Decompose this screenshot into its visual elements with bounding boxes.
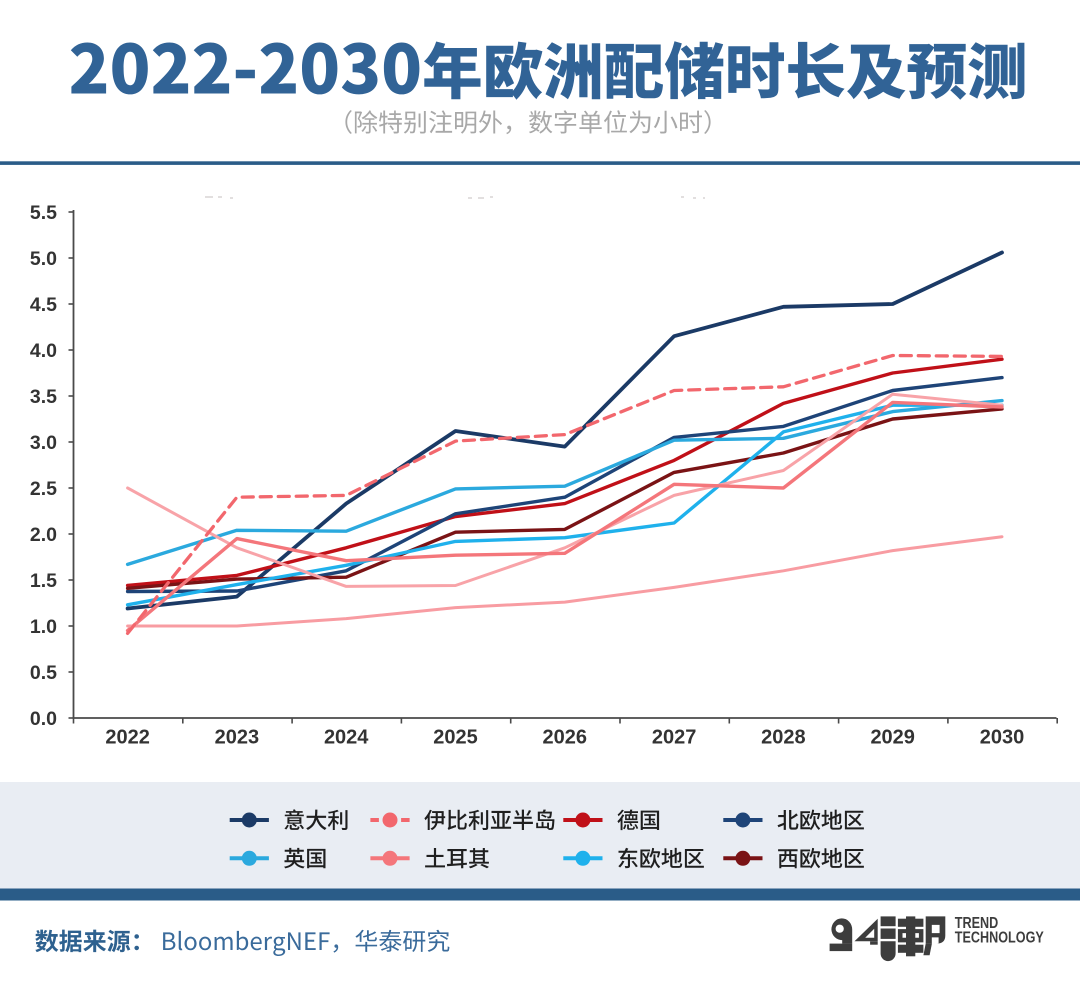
svg-text:2024: 2024: [324, 727, 369, 749]
svg-text:1.0: 1.0: [30, 616, 57, 638]
svg-text:2028: 2028: [761, 727, 806, 749]
svg-text:2030: 2030: [980, 727, 1025, 749]
svg-text:2025: 2025: [433, 727, 478, 749]
svg-text:5.5: 5.5: [30, 202, 57, 224]
svg-text:3.0: 3.0: [30, 432, 57, 454]
svg-text:2026: 2026: [543, 727, 588, 749]
svg-text:3.5: 3.5: [30, 386, 57, 408]
svg-text:5.0: 5.0: [30, 248, 57, 270]
svg-text:2023: 2023: [215, 727, 260, 749]
svg-text:2027: 2027: [652, 727, 697, 749]
svg-text:0.0: 0.0: [30, 708, 57, 730]
svg-text:2.0: 2.0: [30, 524, 57, 546]
svg-text:2022: 2022: [105, 727, 150, 749]
svg-text:TECHNOLOGY: TECHNOLOGY: [955, 930, 1045, 947]
svg-text:4.5: 4.5: [30, 294, 57, 316]
svg-text:TREND: TREND: [955, 915, 999, 932]
svg-text:4.0: 4.0: [30, 340, 57, 362]
svg-text:1.5: 1.5: [30, 570, 57, 592]
svg-text:2.5: 2.5: [30, 478, 57, 500]
svg-text:2029: 2029: [870, 727, 915, 749]
svg-text:0.5: 0.5: [30, 662, 57, 684]
